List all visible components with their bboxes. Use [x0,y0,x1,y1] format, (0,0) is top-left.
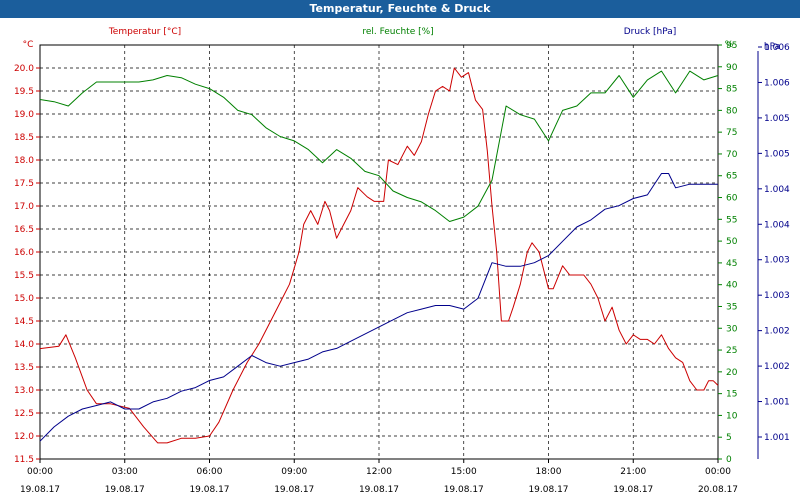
temperature-tick-label: 12.5 [14,409,34,419]
temperature-tick-label: 14.5 [14,317,34,327]
pressure-tick-label: 1.005 [764,149,790,159]
temperature-tick-label: 19.0 [14,110,34,120]
x-tick-time: 21:00 [620,467,646,477]
x-tick-date: 19.08.17 [20,485,60,495]
humidity-tick-label: 15 [726,390,737,400]
humidity-tick-label: 10 [726,411,738,421]
pressure-tick-label: 1.001 [764,433,790,443]
temperature-tick-label: 14.0 [14,340,34,350]
temperature-tick-label: 13.5 [14,363,34,373]
x-tick-time: 00:00 [705,467,731,477]
humidity-tick-label: 80 [726,106,738,116]
humidity-tick-label: 95 [726,41,737,51]
humidity-tick-label: 0 [726,455,732,465]
pressure-unit: hPa [764,42,780,52]
temperature-tick-label: 16.5 [14,225,34,235]
x-tick-date: 19.08.17 [359,485,399,495]
humidity-tick-label: 30 [726,324,738,334]
temperature-tick-label: 16.0 [14,248,34,258]
x-tick-time: 06:00 [197,467,223,477]
window-title-bar: Temperatur, Feuchte & Druck [0,0,800,18]
temperature-line [39,67,719,444]
pressure-line [39,173,718,442]
pressure-tick-label: 1.004 [764,185,790,195]
temperature-tick-label: 17.5 [14,179,34,189]
humidity-tick-label: 35 [726,302,737,312]
pressure-tick-label: 1.004 [764,220,790,230]
temperature-tick-label: 20.0 [14,64,34,74]
temperature-tick-label: 15.0 [14,294,34,304]
temperature-tick-label: 17.0 [14,202,34,212]
x-tick-time: 18:00 [536,467,562,477]
series-lines [39,67,719,444]
temperature-unit: °C [23,40,34,50]
humidity-tick-label: 85 [726,85,737,95]
humidity-line [39,70,719,222]
temperature-tick-label: 11.5 [14,455,34,465]
humidity-tick-label: 75 [726,128,737,138]
x-tick-date: 19.08.17 [274,485,314,495]
humidity-tick-label: 70 [726,150,738,160]
grid [40,45,718,460]
humidity-tick-label: 20 [726,368,738,378]
temperature-tick-label: 13.0 [14,386,34,396]
humidity-tick-label: 90 [726,63,738,73]
pressure-tick-label: 1.006 [764,43,790,53]
pressure-tick-label: 1.005 [764,114,790,124]
humidity-tick-label: 50 [726,237,738,247]
temperature-tick-label: 18.5 [14,133,34,143]
temperature-tick-label: 19.5 [14,87,34,97]
pressure-tick-label: 1.002 [764,327,790,337]
pressure-axis-label: Druck [hPa] [624,27,677,37]
x-tick-time: 12:00 [366,467,392,477]
pressure-tick-label: 1.003 [764,256,790,266]
x-tick-time: 00:00 [27,467,53,477]
temperature-tick-label: 12.0 [14,432,34,442]
x-tick-time: 03:00 [112,467,138,477]
x-tick-time: 09:00 [281,467,307,477]
x-tick-date: 19.08.17 [189,485,229,495]
humidity-axis-label: rel. Feuchte [%] [362,27,433,37]
pressure-tick-label: 1.002 [764,362,790,372]
x-tick-date: 19.08.17 [105,485,145,495]
x-tick-date: 20.08.17 [698,485,738,495]
temperature-tick-label: 15.5 [14,271,34,281]
x-tick-date: 19.08.17 [613,485,653,495]
humidity-tick-label: 5 [726,433,732,443]
humidity-unit: % [725,40,734,50]
humidity-tick-label: 45 [726,259,737,269]
temperature-tick-label: 18.0 [14,156,34,166]
chart: Temperatur [°C] rel. Feuchte [%] Druck [… [14,27,790,495]
x-tick-date: 19.08.17 [444,485,484,495]
humidity-tick-label: 55 [726,215,737,225]
humidity-tick-label: 25 [726,346,737,356]
x-tick-date: 19.08.17 [528,485,568,495]
humidity-tick-label: 60 [726,194,738,204]
window-title: Temperatur, Feuchte & Druck [309,2,491,15]
x-tick-time: 15:00 [451,467,477,477]
humidity-tick-label: 65 [726,172,737,182]
temperature-axis-label: Temperatur [°C] [108,27,181,37]
pressure-tick-label: 1.001 [764,398,790,408]
pressure-tick-label: 1.006 [764,78,790,88]
pressure-tick-label: 1.003 [764,291,790,301]
tick-labels: 20.0 19.5 19.0 18.5 18.0 17.5 17.0 16.5 16.0 15.5… [14,41,790,495]
humidity-tick-label: 40 [726,281,738,291]
